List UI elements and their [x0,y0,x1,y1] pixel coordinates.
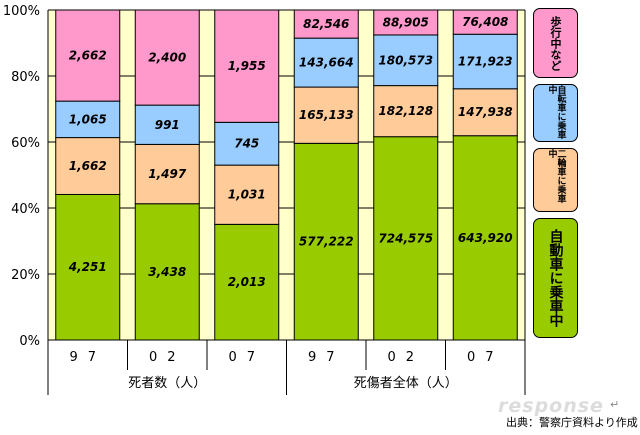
legend-motorcycle-label: 二輪車に乗車中 [546,149,566,203]
legend-bicycle: 自転車に乗車中 [533,84,578,142]
bar-segment [293,142,359,341]
bar-segment [293,9,359,39]
data-label: 171,923 [458,55,513,69]
data-label: 147,938 [458,105,513,119]
bar-segment [452,9,518,35]
bar-segment [134,9,200,106]
y-tick-label: 20% [11,268,40,283]
x-tick-label: 07 [228,350,265,365]
x-tick-label: 07 [467,350,504,365]
bar-segment [373,34,439,87]
data-label: 1,662 [69,159,107,173]
group-label: 死傷者全体（人） [354,375,458,391]
legend-pedestrian-label: 歩行中など [549,15,562,71]
data-label: 143,664 [299,56,354,70]
data-label: 1,065 [69,112,107,126]
bar-segment [55,9,121,102]
group-label: 死者数（人） [128,376,206,391]
data-label: 3,438 [148,265,186,279]
bar-segment [452,33,518,90]
y-tick-label: 100% [3,4,40,19]
data-label: 991 [155,118,180,132]
bar-segment [214,121,280,166]
x-tick-label: 97 [69,350,106,365]
legend-car-label: 自動車に乗車中 [547,229,564,327]
data-label: 1,497 [148,167,187,181]
y-tick-label: 0% [19,334,40,349]
data-label: 182,128 [378,104,433,118]
data-label: 4,251 [68,260,107,274]
legend-bicycle-label: 自転車に乗車中 [546,85,566,139]
data-label: 1,031 [228,188,266,202]
plot-area [48,10,525,340]
bar-segment [373,85,439,138]
source-note: 出典：警察庁資料より作成 [506,416,638,429]
x-tick-label: 02 [387,350,424,365]
data-label: 180,573 [378,53,433,67]
bar-segment [214,164,280,225]
data-label: 82,546 [303,17,349,31]
data-label: 577,222 [299,235,354,249]
data-label: 165,133 [299,108,354,122]
data-label: 2,400 [148,51,186,65]
y-tick-label: 80% [11,70,40,85]
y-tick-label: 40% [11,202,40,217]
legend-car: 自動車に乗車中 [533,218,578,338]
bar-segment [373,9,439,36]
data-label: 2,013 [228,275,266,289]
legend-pedestrian: 歩行中など [533,8,578,78]
data-label: 724,575 [378,231,433,245]
watermark: response [498,395,604,417]
x-tick-label: 97 [308,350,345,365]
return-mark: ↵ [610,398,620,411]
data-label: 643,920 [458,231,513,245]
bar-segment [134,203,200,341]
y-tick-label: 60% [11,136,40,151]
data-label: 745 [234,137,259,151]
bar-segment [55,137,121,195]
legend-motorcycle: 二輪車に乗車中 [533,148,578,212]
data-label: 76,408 [462,15,508,29]
data-label: 1,955 [228,59,266,73]
data-label: 2,662 [69,49,107,63]
bar-segment [55,193,121,341]
data-label: 88,905 [383,15,429,29]
bar-segment [452,135,518,341]
bar-segment [55,100,121,139]
x-tick-label: 02 [149,350,186,365]
bar-segment [214,9,280,123]
bar-segment [373,136,439,341]
